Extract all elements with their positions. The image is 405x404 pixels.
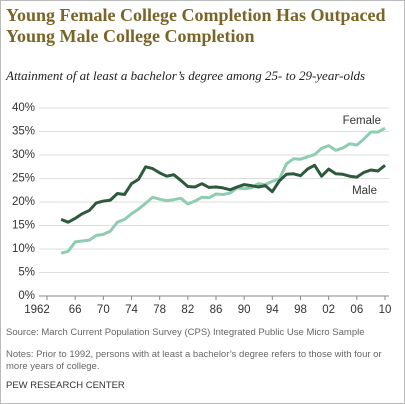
x-tick-label: 06 <box>350 304 363 316</box>
x-tick-label: 94 <box>266 304 279 316</box>
x-tick-label: 82 <box>181 304 194 316</box>
y-tick-label: 5% <box>18 267 35 279</box>
x-tick-label: 78 <box>153 304 166 316</box>
chart-subtitle: Attainment of at least a bachelor’s degr… <box>6 68 366 83</box>
y-tick-label: 10% <box>12 243 35 255</box>
x-tick-label: 74 <box>125 304 138 316</box>
footer: PEW RESEARCH CENTER <box>6 380 125 391</box>
y-tick-label: 30% <box>12 149 35 161</box>
data-line <box>60 163 386 224</box>
series-label: Male <box>352 185 377 197</box>
source-note: Source: March Current Population Survey … <box>6 327 365 338</box>
x-tick-label: 90 <box>238 304 251 316</box>
x-tick-label: 1962 <box>24 304 50 316</box>
x-tick-label: 86 <box>210 304 223 316</box>
y-tick-label: 20% <box>12 196 35 208</box>
x-tick-label: 02 <box>322 304 335 316</box>
chart: 0% 5% 10% 15% 20% 25% 30% 35% 40% 1962 66 70 74 78 82 8… <box>12 102 392 316</box>
y-tick-label: 25% <box>12 173 35 185</box>
y-tick-label: 15% <box>12 220 35 232</box>
x-tick-label: 10 <box>379 304 392 316</box>
data-line <box>60 126 386 255</box>
series-label: Female <box>343 115 381 127</box>
y-tick-label: 35% <box>12 126 35 138</box>
y-tick-label: 40% <box>12 102 35 114</box>
x-tick-label: 66 <box>69 304 82 316</box>
y-tick-label: 0% <box>18 290 35 302</box>
notes: Notes: Prior to 1992, persons with at le… <box>6 349 382 372</box>
x-tick-label: 70 <box>97 304 110 316</box>
x-tick-label: 98 <box>294 304 307 316</box>
chart-title: Young Female College Completion Has Outp… <box>6 5 386 46</box>
